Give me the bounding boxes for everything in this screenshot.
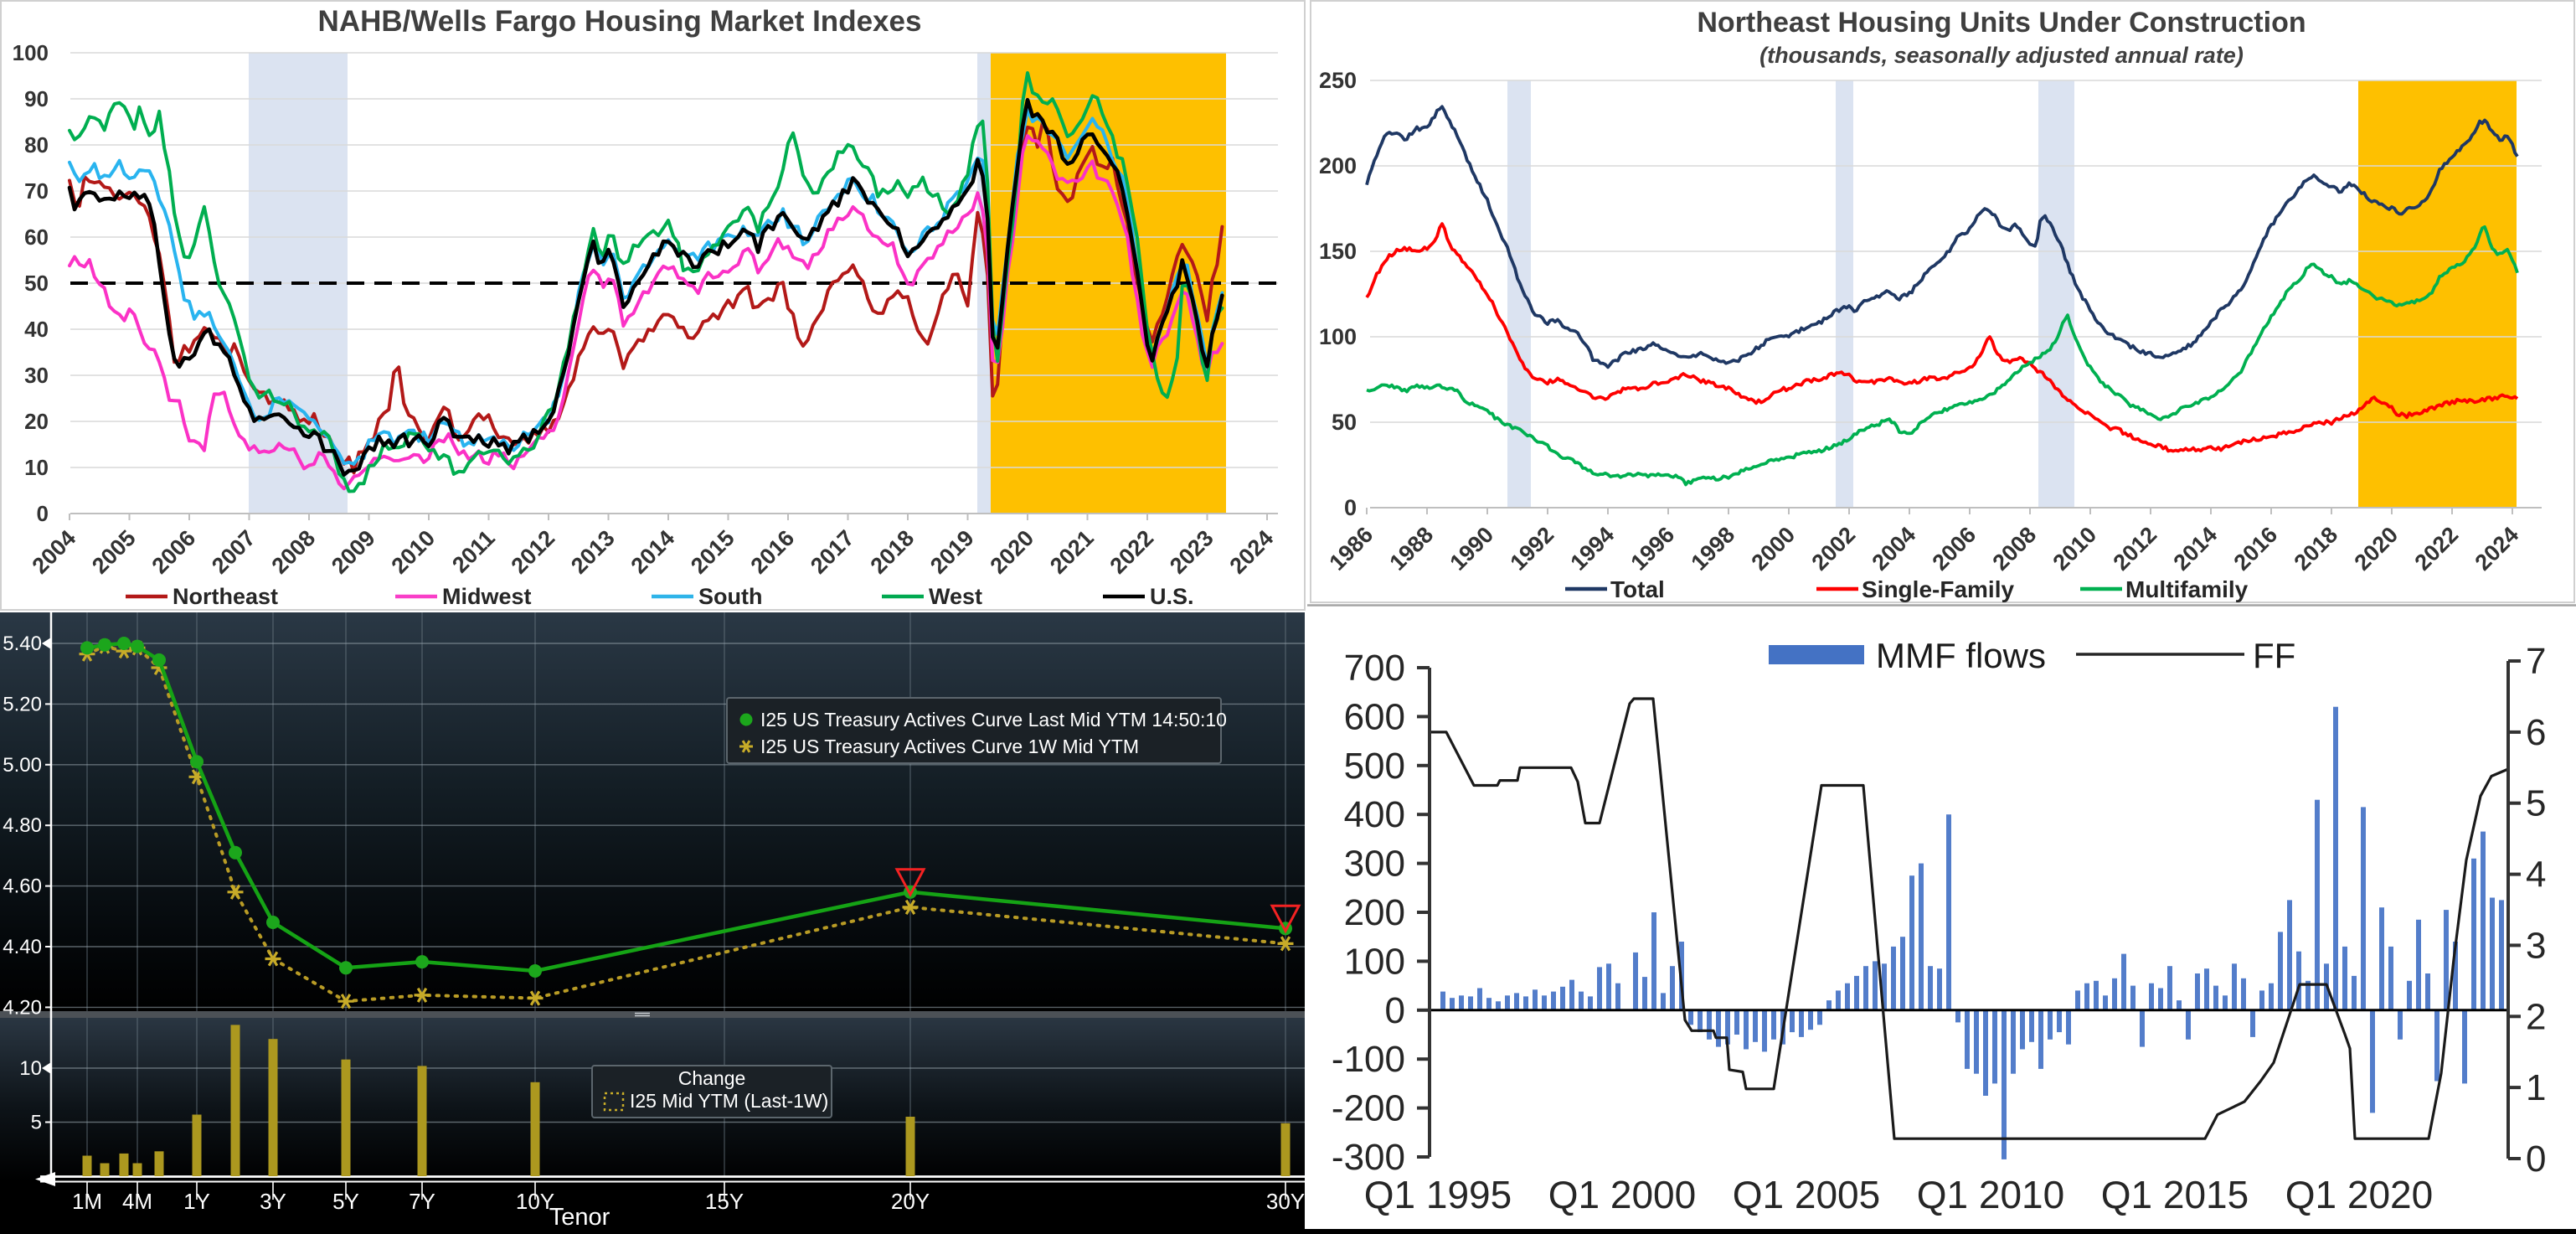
svg-text:3Y: 3Y [260, 1189, 286, 1214]
svg-text:Q1 2015: Q1 2015 [2101, 1173, 2249, 1216]
svg-text:15Y: 15Y [705, 1189, 744, 1214]
svg-text:4.80: 4.80 [3, 814, 42, 837]
svg-text:3: 3 [2526, 925, 2546, 966]
svg-text:80: 80 [24, 132, 49, 157]
svg-text:250: 250 [1319, 68, 1357, 93]
svg-text:South: South [698, 584, 762, 609]
svg-text:1: 1 [2526, 1067, 2546, 1108]
svg-text:4.60: 4.60 [3, 875, 42, 898]
svg-text:50: 50 [1332, 410, 1357, 435]
svg-text:5: 5 [31, 1112, 42, 1134]
svg-text:MMF flows: MMF flows [1876, 636, 2046, 675]
svg-text:10Y: 10Y [516, 1189, 554, 1214]
svg-text:0: 0 [1344, 495, 1357, 520]
svg-text:50: 50 [24, 271, 49, 296]
svg-text:20Y: 20Y [891, 1189, 930, 1214]
svg-text:600: 600 [1344, 696, 1405, 737]
svg-text:5Y: 5Y [332, 1189, 359, 1214]
svg-text:7: 7 [2526, 641, 2546, 682]
svg-text:100: 100 [1319, 324, 1357, 349]
svg-text:-300: -300 [1332, 1137, 1405, 1178]
svg-text:40: 40 [24, 317, 49, 342]
svg-text:Tenor: Tenor [549, 1204, 611, 1231]
svg-text:400: 400 [1344, 794, 1405, 835]
svg-text:30: 30 [24, 363, 49, 388]
svg-text:0: 0 [2526, 1138, 2546, 1180]
svg-text:150: 150 [1319, 239, 1357, 264]
svg-text:1Y: 1Y [183, 1189, 210, 1214]
svg-text:I25 US Treasury Actives Curve: I25 US Treasury Actives Curve 1W Mid YTM [760, 736, 1139, 757]
svg-text:Q1 2020: Q1 2020 [2285, 1173, 2433, 1216]
svg-text:Northeast: Northeast [173, 584, 278, 609]
svg-text:Q1 1995: Q1 1995 [1364, 1173, 1512, 1216]
svg-text:200: 200 [1344, 892, 1405, 933]
svg-text:I25 Mid YTM (Last-1W): I25 Mid YTM (Last-1W) [630, 1090, 828, 1112]
svg-text:West: West [929, 584, 982, 609]
svg-text:Midwest: Midwest [442, 584, 532, 609]
svg-text:7Y: 7Y [409, 1189, 435, 1214]
svg-text:20: 20 [24, 409, 49, 434]
svg-text:10: 10 [24, 455, 49, 480]
svg-text:NAHB/Wells Fargo Housing Marke: NAHB/Wells Fargo Housing Market Indexes [318, 5, 922, 38]
svg-text:(thousands, seasonally adjuste: (thousands, seasonally adjusted annual r… [1759, 43, 2244, 68]
svg-text:300: 300 [1344, 844, 1405, 885]
svg-text:90: 90 [24, 86, 49, 111]
svg-text:Multifamily: Multifamily [2125, 576, 2249, 602]
svg-text:U.S.: U.S. [1150, 584, 1194, 609]
svg-text:Northeast Housing Units Under: Northeast Housing Units Under Constructi… [1697, 7, 2306, 39]
svg-text:4.20: 4.20 [3, 996, 42, 1019]
svg-text:Q1 2000: Q1 2000 [1548, 1173, 1696, 1216]
svg-text:I25 US Treasury Actives Curve: I25 US Treasury Actives Curve Last Mid Y… [760, 709, 1227, 731]
svg-text:Single-Family: Single-Family [1862, 576, 2014, 602]
svg-text:-200: -200 [1332, 1088, 1405, 1129]
svg-text:Q1 2005: Q1 2005 [1733, 1173, 1880, 1216]
svg-text:Total: Total [1610, 576, 1665, 602]
svg-text:Q1 2010: Q1 2010 [1917, 1173, 2064, 1216]
svg-text:5.00: 5.00 [3, 754, 42, 777]
svg-text:-100: -100 [1332, 1039, 1405, 1080]
svg-text:100: 100 [13, 40, 49, 65]
svg-text:4M: 4M [122, 1189, 152, 1214]
svg-text:100: 100 [1344, 941, 1405, 982]
svg-text:Change: Change [678, 1067, 746, 1089]
svg-text:200: 200 [1319, 153, 1357, 178]
svg-text:700: 700 [1344, 648, 1405, 689]
svg-text:6: 6 [2526, 712, 2546, 753]
svg-text:0: 0 [37, 501, 49, 526]
svg-text:5: 5 [2526, 783, 2546, 824]
svg-text:5.40: 5.40 [3, 632, 42, 655]
svg-text:5.20: 5.20 [3, 693, 42, 715]
svg-text:70: 70 [24, 178, 49, 204]
svg-text:4: 4 [2526, 855, 2546, 896]
svg-text:1M: 1M [72, 1189, 102, 1214]
svg-text:500: 500 [1344, 746, 1405, 787]
svg-text:2: 2 [2526, 996, 2546, 1037]
svg-text:FF: FF [2253, 636, 2295, 675]
svg-text:60: 60 [24, 225, 49, 250]
svg-text:10: 10 [19, 1057, 42, 1080]
svg-text:0: 0 [1385, 990, 1405, 1031]
svg-text:4.40: 4.40 [3, 936, 42, 958]
svg-text:30Y: 30Y [1266, 1189, 1305, 1214]
